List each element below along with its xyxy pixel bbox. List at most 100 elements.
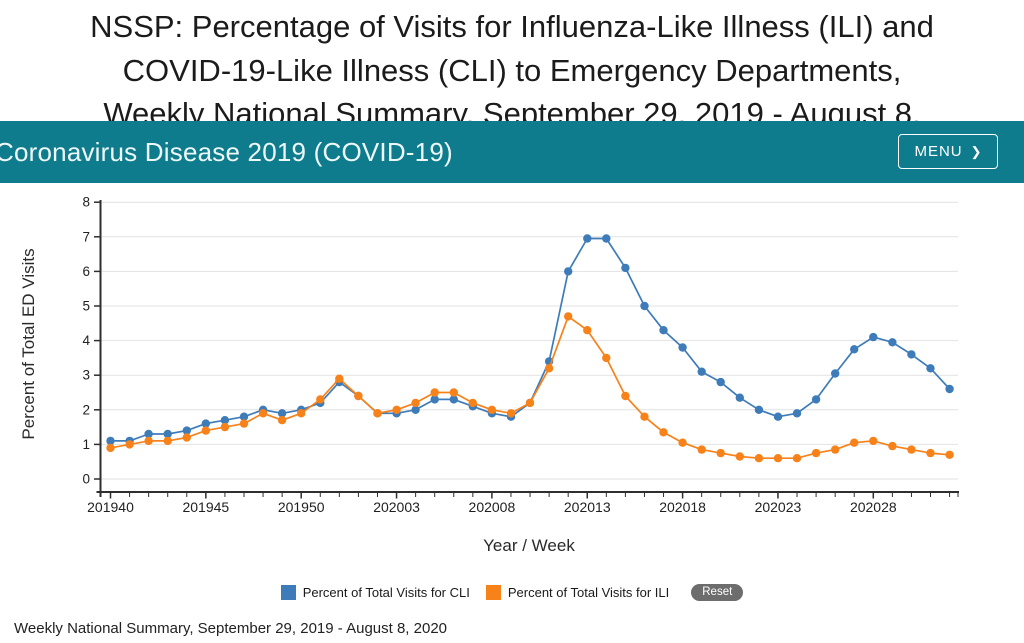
series-ili-point	[831, 445, 840, 454]
series-ili-point	[163, 436, 172, 446]
series-cli	[106, 234, 954, 446]
series-ili-point	[373, 409, 382, 418]
series-ili-point	[430, 388, 439, 397]
x-axis-title: Year / Week	[483, 536, 575, 555]
series-ili-point	[869, 436, 878, 446]
series-ili-point	[850, 438, 859, 447]
series-ili-point	[697, 445, 706, 454]
series-ili-point	[583, 326, 592, 335]
gridlines	[100, 201, 958, 480]
series-ili-point	[621, 391, 630, 401]
series-ili-point	[811, 448, 821, 458]
series-cli-point	[735, 393, 744, 402]
series-cli-point	[831, 369, 840, 378]
menu-button[interactable]: MENU ❯	[898, 134, 998, 169]
series-ili-point	[125, 440, 134, 449]
svg-text:202018: 202018	[659, 499, 706, 515]
ili-cli-chart[interactable]: 0 1 2 3 4 5 6 7 8 201940 201945 201950 202003 202008 2…	[0, 0, 1024, 570]
series-cli-point	[659, 326, 668, 335]
series-ili-point	[716, 448, 725, 458]
series-cli-point	[430, 395, 439, 404]
series-ili-point	[544, 364, 554, 373]
series-cli-point	[583, 234, 592, 243]
svg-text:1: 1	[82, 437, 90, 452]
series-ili-point	[792, 454, 802, 463]
svg-text:5: 5	[82, 299, 90, 314]
series-ili-point	[907, 445, 916, 454]
svg-text:6: 6	[82, 264, 90, 279]
series-ili-point	[754, 454, 764, 463]
svg-text:0: 0	[82, 472, 90, 487]
svg-text:201945: 201945	[182, 499, 229, 515]
series-ili-point	[277, 416, 287, 425]
series-ili-point	[335, 374, 344, 383]
series-ili-point	[773, 454, 783, 463]
series-ili-point	[525, 398, 535, 408]
svg-text:4: 4	[82, 333, 90, 348]
series-ili-point	[144, 436, 153, 446]
series-ili-point	[640, 412, 649, 421]
series-cli-point	[907, 350, 916, 359]
series-cli-point	[850, 345, 859, 354]
series-ili-point	[468, 398, 477, 408]
svg-text:201950: 201950	[278, 499, 325, 515]
y-axis-title: Percent of Total ED Visits	[19, 248, 38, 439]
legend-label-ili: Percent of Total Visits for ILI	[507, 585, 670, 600]
svg-text:202023: 202023	[755, 499, 802, 515]
series-cli-point	[106, 436, 115, 446]
series-ili-point	[316, 395, 325, 404]
series-ili-point	[735, 452, 744, 461]
banner-title: Coronavirus Disease 2019 (COVID-19)	[0, 136, 453, 167]
menu-button-label: MENU	[914, 143, 963, 160]
series-cli-point	[640, 301, 649, 311]
series-cli-point	[277, 409, 287, 418]
covid-banner: Coronavirus Disease 2019 (COVID-19) MENU…	[0, 121, 1024, 183]
series-cli-point	[144, 429, 153, 439]
series-cli-point	[716, 377, 725, 387]
series-ili-point	[449, 388, 458, 397]
series-cli-point	[239, 412, 249, 421]
legend-swatch-cli	[280, 585, 296, 600]
chart-legend: Percent of Total Visits for CLI Percent …	[0, 584, 1024, 601]
series-cli-point	[602, 234, 611, 243]
axes: 0 1 2 3 4 5 6 7 8 201940 201945 201950 202003 202008 2…	[82, 195, 959, 515]
series-cli-point	[754, 405, 764, 414]
reset-button[interactable]: Reset	[691, 584, 744, 601]
summary-footnote: Weekly National Summary, September 29, 2…	[14, 620, 448, 637]
series-ili-point	[602, 353, 611, 363]
series-ili-point	[564, 312, 573, 321]
series-cli-point	[163, 429, 172, 439]
series-cli-point	[411, 405, 420, 414]
series-ili-point	[392, 405, 401, 414]
series-ili-line	[110, 315, 950, 460]
series-ili-point	[888, 441, 897, 451]
series-ili-point	[239, 419, 249, 428]
series-ili-point	[945, 450, 954, 459]
series-ili-point	[182, 433, 191, 442]
series-cli-point	[869, 332, 878, 342]
series-cli-point	[888, 338, 897, 347]
series-cli-point	[201, 419, 210, 428]
series-cli-point	[792, 409, 802, 418]
svg-text:201940: 201940	[87, 499, 134, 515]
series-ili-point	[678, 438, 687, 447]
series-ili-point	[411, 398, 420, 408]
series-ili-point	[297, 409, 306, 418]
series-cli-point	[621, 263, 630, 273]
legend-swatch-ili	[485, 585, 501, 600]
series-cli-point	[945, 384, 954, 394]
svg-text:202028: 202028	[850, 499, 897, 515]
series-cli-point	[811, 395, 821, 404]
series-ili-point	[506, 409, 516, 418]
series-cli-point	[449, 395, 458, 404]
legend-label-cli: Percent of Total Visits for CLI	[302, 585, 470, 600]
svg-text:3: 3	[82, 368, 90, 383]
series-cli-point	[678, 343, 687, 352]
series-ili	[106, 312, 954, 463]
svg-text:8: 8	[82, 195, 90, 210]
series-cli-point	[182, 426, 191, 435]
title-line-1: NSSP: Percentage of Visits for Influenza…	[90, 9, 934, 44]
svg-text:2: 2	[82, 402, 90, 417]
series-cli-point	[926, 364, 935, 373]
